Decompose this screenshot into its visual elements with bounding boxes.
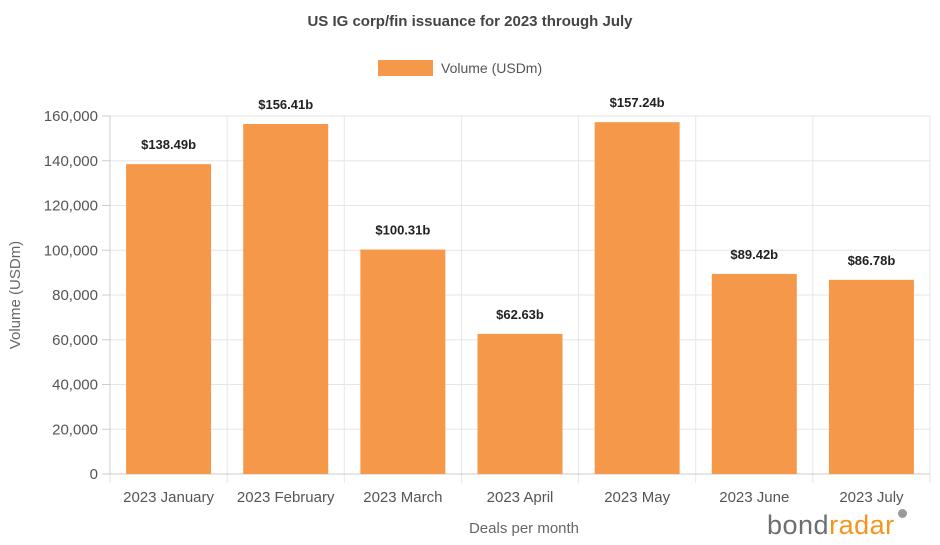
- x-axis-ticks: 2023 January 2023 February 2023 March 2023 …: [123, 489, 904, 506]
- bar-value-label: $157.24b: [610, 95, 665, 110]
- x-tick-label: 2023 January: [123, 489, 214, 506]
- bar[interactable]: [828, 279, 914, 474]
- data-labels: $138.49b $156.41b $100.31b $62.63b $157.24b $…: [141, 95, 895, 322]
- legend[interactable]: Volume (USDm): [378, 60, 542, 76]
- bar-value-label: $62.63b: [496, 307, 544, 322]
- y-tick-label: 100,000: [44, 242, 98, 259]
- bar-value-label: $100.31b: [375, 223, 430, 238]
- legend-swatch: [378, 60, 433, 76]
- brand-part1: bond: [767, 510, 830, 540]
- y-tick-label: 160,000: [44, 108, 98, 125]
- y-tick-label: 40,000: [52, 377, 98, 394]
- legend-label: Volume (USDm): [441, 60, 542, 76]
- x-tick-label: 2023 June: [719, 489, 789, 506]
- bar-value-label: $138.49b: [141, 137, 196, 152]
- y-tick-label: 80,000: [52, 287, 98, 304]
- bar[interactable]: [360, 249, 446, 474]
- bars: [126, 122, 914, 474]
- bar-value-label: $86.78b: [848, 253, 896, 268]
- y-tick-label: 60,000: [52, 332, 98, 349]
- bondradar-logo: bondradar: [767, 510, 895, 541]
- x-tick-label: 2023 March: [363, 489, 442, 506]
- brand-dot-icon: [898, 509, 907, 518]
- bar-value-label: $89.42b: [730, 247, 778, 262]
- x-axis-title: Deals per month: [469, 520, 579, 537]
- y-tick-label: 140,000: [44, 153, 98, 170]
- y-axis-title: Volume (USDm): [7, 241, 24, 349]
- bar[interactable]: [243, 124, 329, 474]
- bar[interactable]: [477, 333, 563, 474]
- y-tick-label: 0: [90, 466, 98, 483]
- x-tick-label: 2023 April: [487, 489, 554, 506]
- brand-part2: radar: [829, 510, 895, 540]
- x-tick-label: 2023 May: [604, 489, 670, 506]
- bar[interactable]: [711, 273, 797, 474]
- y-tick-label: 120,000: [44, 198, 98, 215]
- y-axis-ticks: 0 20,000 40,000 60,000 80,000 100,000 120,000 1…: [44, 108, 110, 483]
- bar-value-label: $156.41b: [258, 97, 313, 112]
- y-tick-label: 20,000: [52, 421, 98, 438]
- bar[interactable]: [126, 164, 212, 474]
- bar[interactable]: [594, 122, 680, 474]
- x-tick-label: 2023 July: [839, 489, 904, 506]
- chart-title: US IG corp/fin issuance for 2023 through…: [307, 13, 633, 30]
- x-tick-label: 2023 February: [237, 489, 335, 506]
